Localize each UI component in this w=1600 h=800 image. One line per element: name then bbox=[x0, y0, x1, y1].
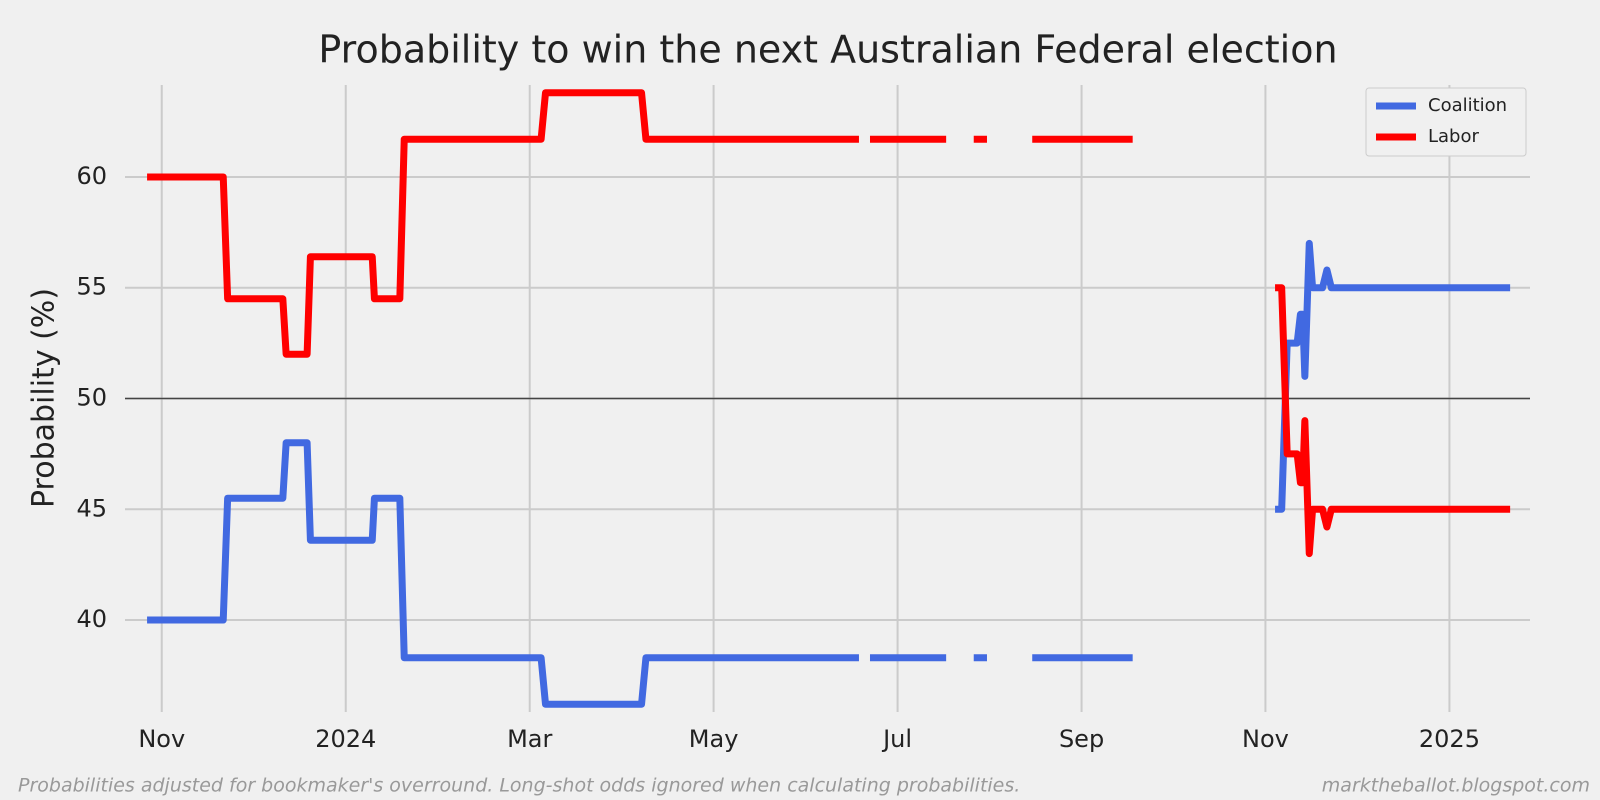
x-tick-label: Nov bbox=[1242, 725, 1289, 753]
x-tick-label: May bbox=[689, 725, 739, 753]
legend-label: Coalition bbox=[1428, 95, 1507, 116]
footnote: marktheballot.blogspot.com bbox=[1322, 775, 1590, 797]
x-tick-label: 2025 bbox=[1419, 725, 1480, 753]
y-tick-label: 50 bbox=[76, 384, 107, 412]
series-line bbox=[147, 89, 1511, 558]
series-line bbox=[147, 239, 1511, 708]
x-tick-label: Nov bbox=[138, 725, 185, 753]
y-tick-label: 40 bbox=[76, 605, 107, 633]
plot-area bbox=[147, 89, 1511, 708]
chart-title: Probability to win the next Australian F… bbox=[318, 28, 1337, 72]
y-tick-label: 55 bbox=[76, 273, 107, 301]
legend: Coalition Labor bbox=[1365, 87, 1527, 157]
x-tick-label: 2024 bbox=[315, 725, 376, 753]
y-tick-label: 60 bbox=[76, 162, 107, 190]
grid: 40 45 50 55 60 Nov 2024 Mar May Jul Sep Nov 2025 bbox=[76, 85, 1530, 753]
footnote: Probabilities adjusted for bookmaker's o… bbox=[18, 775, 1020, 797]
y-tick-label: 45 bbox=[76, 494, 107, 522]
x-tick-label: Jul bbox=[881, 725, 912, 753]
x-tick-label: Mar bbox=[507, 725, 552, 753]
y-axis-label: Probability (%) bbox=[27, 288, 62, 508]
legend-label: Labor bbox=[1428, 126, 1479, 147]
x-tick-label: Sep bbox=[1059, 725, 1104, 753]
